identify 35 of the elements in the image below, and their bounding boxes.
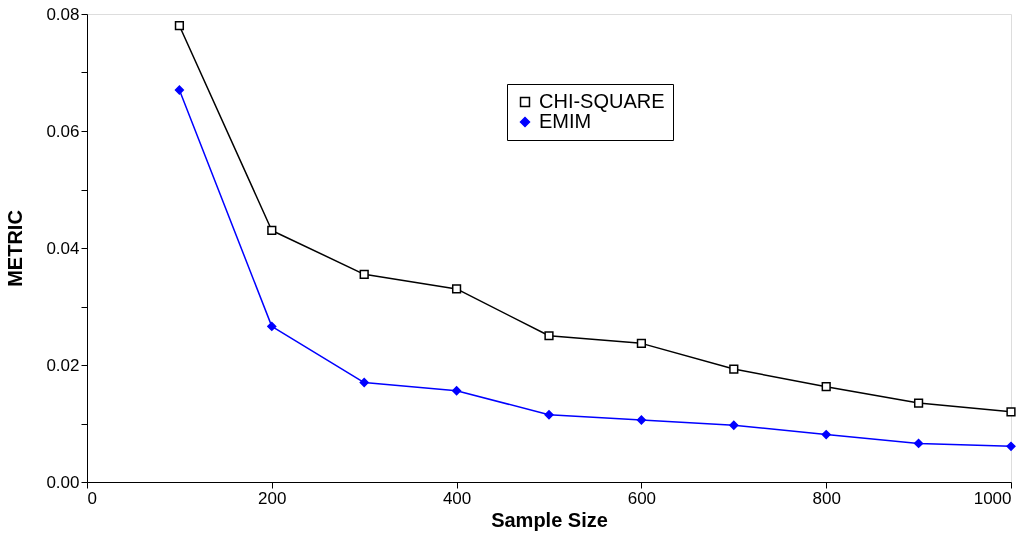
legend-label: EMIM — [539, 110, 592, 132]
point — [174, 21, 185, 31]
point — [267, 321, 277, 332]
legend-label: CHI-SQUARE — [539, 90, 665, 112]
point — [359, 269, 369, 279]
y-tick-label: 0.00 — [46, 472, 80, 492]
point — [636, 338, 647, 348]
y-tick-label: 0.08 — [46, 4, 80, 24]
point — [544, 331, 554, 341]
x-tick-label: 1000 — [973, 488, 1012, 508]
x-tick-label: 200 — [258, 488, 287, 508]
point — [1006, 407, 1016, 417]
y-tick-label: 0.02 — [46, 355, 80, 375]
y-tick-label: 0.06 — [46, 121, 80, 141]
point — [913, 398, 924, 408]
x-tick-label: 400 — [442, 488, 472, 508]
point — [729, 364, 739, 374]
point — [821, 429, 831, 440]
point — [544, 410, 554, 420]
x-axis-title: Sample Size — [491, 508, 608, 531]
y-tick-label: 0.04 — [46, 238, 80, 258]
point — [636, 415, 647, 425]
point — [1006, 441, 1016, 451]
point — [174, 85, 185, 95]
point — [729, 420, 739, 430]
point — [913, 438, 924, 449]
point — [451, 284, 462, 294]
point — [359, 377, 369, 388]
point — [821, 382, 831, 392]
point — [451, 386, 462, 396]
x-tick-label: 800 — [812, 488, 841, 508]
point — [267, 225, 277, 236]
x-tick-label: 600 — [627, 488, 657, 508]
y-axis-title: METRIC — [4, 210, 27, 287]
x-tick-label: 0 — [87, 488, 97, 508]
